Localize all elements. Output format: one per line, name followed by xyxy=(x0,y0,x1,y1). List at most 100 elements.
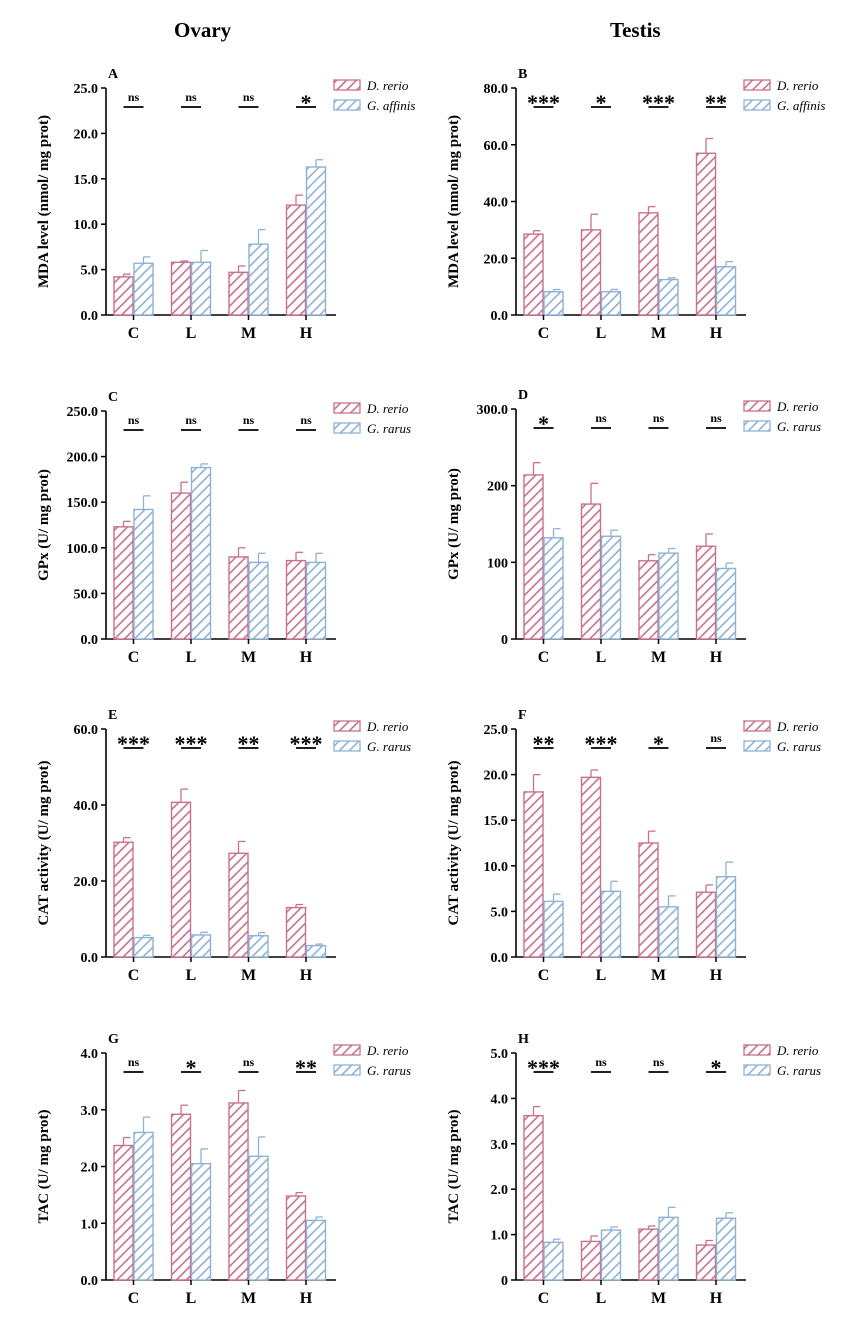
y-axis-title: GPx (U/ mg prot) xyxy=(36,469,52,581)
x-tick-label: C xyxy=(538,325,550,342)
y-tick-label: 0.0 xyxy=(81,1274,99,1289)
x-tick-label: L xyxy=(596,1290,607,1307)
chart-panel-E: E CAT activity (U/ mg prot) 0.0 20.0 40.0 60.… xyxy=(36,708,411,984)
x-tick-label: L xyxy=(186,1290,197,1307)
x-tick-label: C xyxy=(538,649,550,666)
bar xyxy=(228,271,249,316)
x-tick-label: C xyxy=(538,1290,550,1307)
y-tick-label: 0.0 xyxy=(81,309,99,324)
significance-label: ns xyxy=(595,1055,607,1069)
y-tick-label: 20.0 xyxy=(484,252,509,267)
significance-label: * xyxy=(653,731,664,756)
significance-label: * xyxy=(538,411,549,436)
bar xyxy=(248,243,269,316)
x-tick-label: L xyxy=(596,325,607,342)
chart-panel-C: C GPx (U/ mg prot) 0.0 50.0 100.0 150.0 200.0 2… xyxy=(36,390,411,666)
legend-swatch xyxy=(333,740,361,752)
bar xyxy=(170,261,192,316)
legend-swatch xyxy=(743,99,771,111)
significance-label: ns xyxy=(185,413,197,427)
legend-swatch xyxy=(743,420,771,432)
y-axis-title: MDA level (nmol/ mg prot) xyxy=(36,115,52,288)
significance-label: *** xyxy=(642,90,675,115)
legend-entry: D. rerio xyxy=(776,399,819,414)
legend-swatch xyxy=(333,720,361,732)
significance-label: ** xyxy=(705,90,727,115)
bar xyxy=(228,852,249,958)
panel-label: G xyxy=(108,1032,119,1047)
bar xyxy=(113,526,134,640)
x-tick-label: C xyxy=(128,967,140,984)
significance-label: ns xyxy=(653,411,665,425)
ovary-column-title: Ovary xyxy=(174,18,232,42)
y-axis-title: GPx (U/ mg prot) xyxy=(446,468,462,580)
x-tick-label: H xyxy=(710,325,723,342)
y-tick-label: 10.0 xyxy=(484,860,509,875)
x-tick-label: C xyxy=(128,649,140,666)
significance-label: *** xyxy=(175,731,208,756)
x-tick-label: M xyxy=(651,649,666,666)
y-tick-label: 5.0 xyxy=(491,905,509,920)
significance-label: ** xyxy=(238,731,260,756)
legend-entry: D. rerio xyxy=(776,1043,819,1058)
legend-swatch xyxy=(333,422,361,434)
x-tick-label: H xyxy=(710,967,723,984)
y-tick-label: 200 xyxy=(487,480,508,495)
y-tick-label: 20.0 xyxy=(484,769,509,784)
bar xyxy=(305,1219,327,1281)
legend-swatch xyxy=(743,400,771,412)
bar xyxy=(133,936,154,958)
bar xyxy=(543,1241,564,1281)
significance-label: ** xyxy=(533,731,555,756)
legend-entry: G. rarus xyxy=(367,421,411,436)
legend-entry: G. affinis xyxy=(777,98,825,113)
bar xyxy=(190,466,212,640)
significance-label: *** xyxy=(527,1055,560,1080)
significance-label: ns xyxy=(128,1055,140,1069)
bar xyxy=(580,776,602,958)
x-tick-label: C xyxy=(538,967,550,984)
legend-swatch xyxy=(743,1064,771,1076)
x-tick-label: H xyxy=(710,1290,723,1307)
legend-swatch xyxy=(743,79,771,91)
bar xyxy=(523,1114,544,1281)
significance-label: ns xyxy=(710,411,722,425)
bar xyxy=(523,791,544,958)
bar xyxy=(305,944,327,958)
y-tick-label: 40.0 xyxy=(484,196,509,211)
bar xyxy=(695,1244,717,1281)
chart-panel-D: D GPx (U/ mg prot) 0 100 200 300.0 C * Lns Mns Hns… xyxy=(446,388,821,666)
significance-label: * xyxy=(711,1055,722,1080)
y-tick-label: 0 xyxy=(501,633,508,648)
bar xyxy=(715,266,737,316)
y-tick-label: 50.0 xyxy=(74,587,99,602)
bar xyxy=(190,261,212,316)
legend-entry: D. rerio xyxy=(366,1043,409,1058)
y-tick-label: 2.0 xyxy=(491,1183,509,1198)
x-tick-label: H xyxy=(300,1290,313,1307)
bar xyxy=(658,278,679,316)
y-tick-label: 10.0 xyxy=(74,218,99,233)
y-tick-label: 15.0 xyxy=(484,814,509,829)
y-tick-label: 2.0 xyxy=(81,1161,99,1176)
legend-swatch xyxy=(333,79,361,91)
bar xyxy=(638,560,659,640)
significance-label: ns xyxy=(128,413,140,427)
significance-label: ** xyxy=(295,1055,317,1080)
legend-entry: G. rarus xyxy=(777,739,821,754)
x-tick-label: L xyxy=(596,967,607,984)
bar xyxy=(695,545,717,640)
bar xyxy=(523,233,544,316)
y-tick-label: 3.0 xyxy=(491,1138,509,1153)
bar xyxy=(600,535,622,640)
bar xyxy=(600,291,622,316)
significance-label: * xyxy=(596,90,607,115)
significance-label: ns xyxy=(243,1055,255,1069)
bar xyxy=(600,890,622,958)
legend-entry: G. affinis xyxy=(367,98,415,113)
y-tick-label: 5.0 xyxy=(81,264,99,279)
legend-entry: G. rarus xyxy=(367,739,411,754)
bar xyxy=(170,492,192,640)
testis-column-title: Testis xyxy=(610,18,661,42)
panel-label: B xyxy=(518,67,527,82)
